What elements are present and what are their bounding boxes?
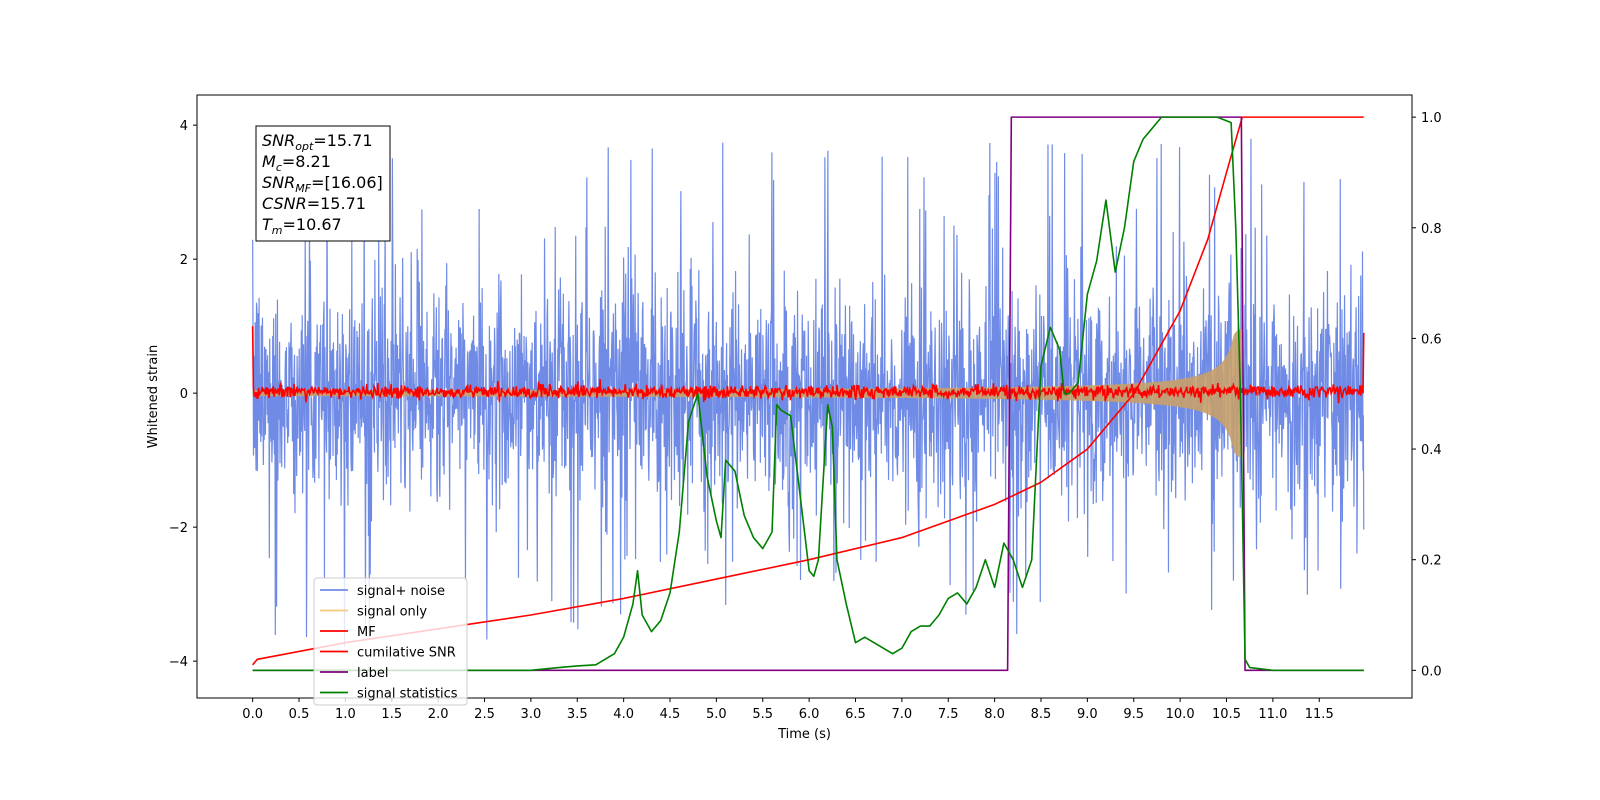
y-axis-label: Whitened strain [146, 345, 161, 448]
x-tick-label: 0.0 [242, 707, 263, 722]
y2-tick-label: 0.8 [1421, 222, 1442, 237]
y2-tick-label: 1.0 [1421, 111, 1442, 126]
x-tick-label: 8.5 [1031, 707, 1052, 722]
x-tick-label: 5.5 [752, 707, 773, 722]
x-tick-label: 7.0 [892, 707, 913, 722]
series-mf-line [251, 326, 1365, 404]
annotation-symbol: T [262, 215, 273, 234]
x-tick-label: 4.5 [660, 707, 681, 722]
annotation-symbol: M [262, 152, 276, 171]
plot-frame [196, 94, 1413, 699]
annotation-value: =10.67 [283, 215, 342, 234]
x-tick-label: 5.0 [706, 707, 727, 722]
x-tick-label: 10.0 [1166, 707, 1195, 722]
series-label-line [252, 116, 1364, 672]
legend-entry-label: signal+ noise [357, 584, 445, 599]
x-axis-label: Time (s) [777, 727, 831, 742]
series-signal-statistics-line [252, 116, 1364, 672]
x-tick-label: 10.5 [1212, 707, 1241, 722]
annotation-value: =[16.06] [311, 173, 383, 192]
annotation-line: SNRMF=[16.06] [262, 173, 383, 195]
x-tick-label: 6.5 [845, 707, 866, 722]
annotation-line: SNRopt=15.71 [262, 131, 373, 153]
legend-entry-label: cumilative SNR [357, 646, 456, 661]
legend: signal+ noise signal only MF cumilative SNR… [313, 577, 468, 706]
x-tick-label: 9.5 [1123, 707, 1144, 722]
annotation-subscript: m [272, 224, 283, 237]
x-tick-label: 3.0 [521, 707, 542, 722]
stats-annotation-box: SNRopt=15.71Mc=8.21SNRMF=[16.06]CSNR=15.… [255, 125, 391, 242]
x-axis-ticks: 0.0 0.5 1.0 1.5 2.0 2.5 3.0 3.5 4.0 4.5 5.0 5.5 6.0 6… [242, 698, 1334, 722]
x-tick-label: 1.5 [381, 707, 402, 722]
y-axis-left-ticks: 4 2 0 −2 −4 [169, 119, 197, 670]
x-tick-label: 6.0 [799, 707, 820, 722]
x-tick-label: 8.0 [984, 707, 1005, 722]
legend-entry-label: label [357, 666, 388, 681]
annotation-value: =15.71 [307, 194, 366, 213]
annotation-symbol: SNR [262, 131, 295, 150]
y2-tick-label: 0.2 [1421, 554, 1442, 569]
legend-entry-label: signal statistics [357, 687, 458, 702]
y-tick-label: 4 [180, 119, 188, 134]
x-tick-label: 9.0 [1077, 707, 1098, 722]
annotation-value: =8.21 [282, 152, 331, 171]
annotation-subscript: c [276, 161, 282, 174]
x-tick-label: 11.5 [1305, 707, 1334, 722]
y2-tick-label: 0.4 [1421, 443, 1442, 458]
x-tick-label: 2.5 [474, 707, 495, 722]
annotation-subscript: opt [295, 140, 314, 153]
x-tick-label: 7.5 [938, 707, 959, 722]
annotation-box-frame [255, 125, 391, 242]
legend-entry-label: signal only [357, 605, 427, 620]
y2-tick-label: 0.6 [1421, 332, 1442, 347]
series-signal-plus-noise-line [252, 138, 1365, 647]
annotation-symbol: CSNR [262, 194, 307, 213]
y-axis-right-ticks: 1.0 0.8 0.6 0.4 0.2 0.0 [1412, 111, 1442, 679]
x-tick-label: 3.5 [567, 707, 588, 722]
y-tick-label: 2 [180, 253, 188, 268]
x-tick-label: 4.0 [613, 707, 634, 722]
legend-entry-label: MF [357, 625, 376, 640]
y-tick-label: −4 [169, 655, 188, 670]
annotation-subscript: MF [295, 182, 311, 195]
annotation-symbol: SNR [262, 173, 295, 192]
y-tick-label: 0 [180, 387, 188, 402]
x-tick-label: 2.0 [428, 707, 449, 722]
legend-frame [313, 577, 468, 706]
annotation-value: =15.71 [313, 131, 372, 150]
y-tick-label: −2 [169, 521, 188, 536]
y2-tick-label: 0.0 [1421, 664, 1442, 679]
x-tick-label: 1.0 [335, 707, 356, 722]
annotation-line: Tm=10.67 [262, 215, 342, 237]
x-tick-label: 11.0 [1258, 707, 1287, 722]
annotation-line: CSNR=15.71 [262, 194, 366, 213]
annotation-line: Mc=8.21 [262, 152, 331, 174]
x-tick-label: 0.5 [289, 707, 310, 722]
